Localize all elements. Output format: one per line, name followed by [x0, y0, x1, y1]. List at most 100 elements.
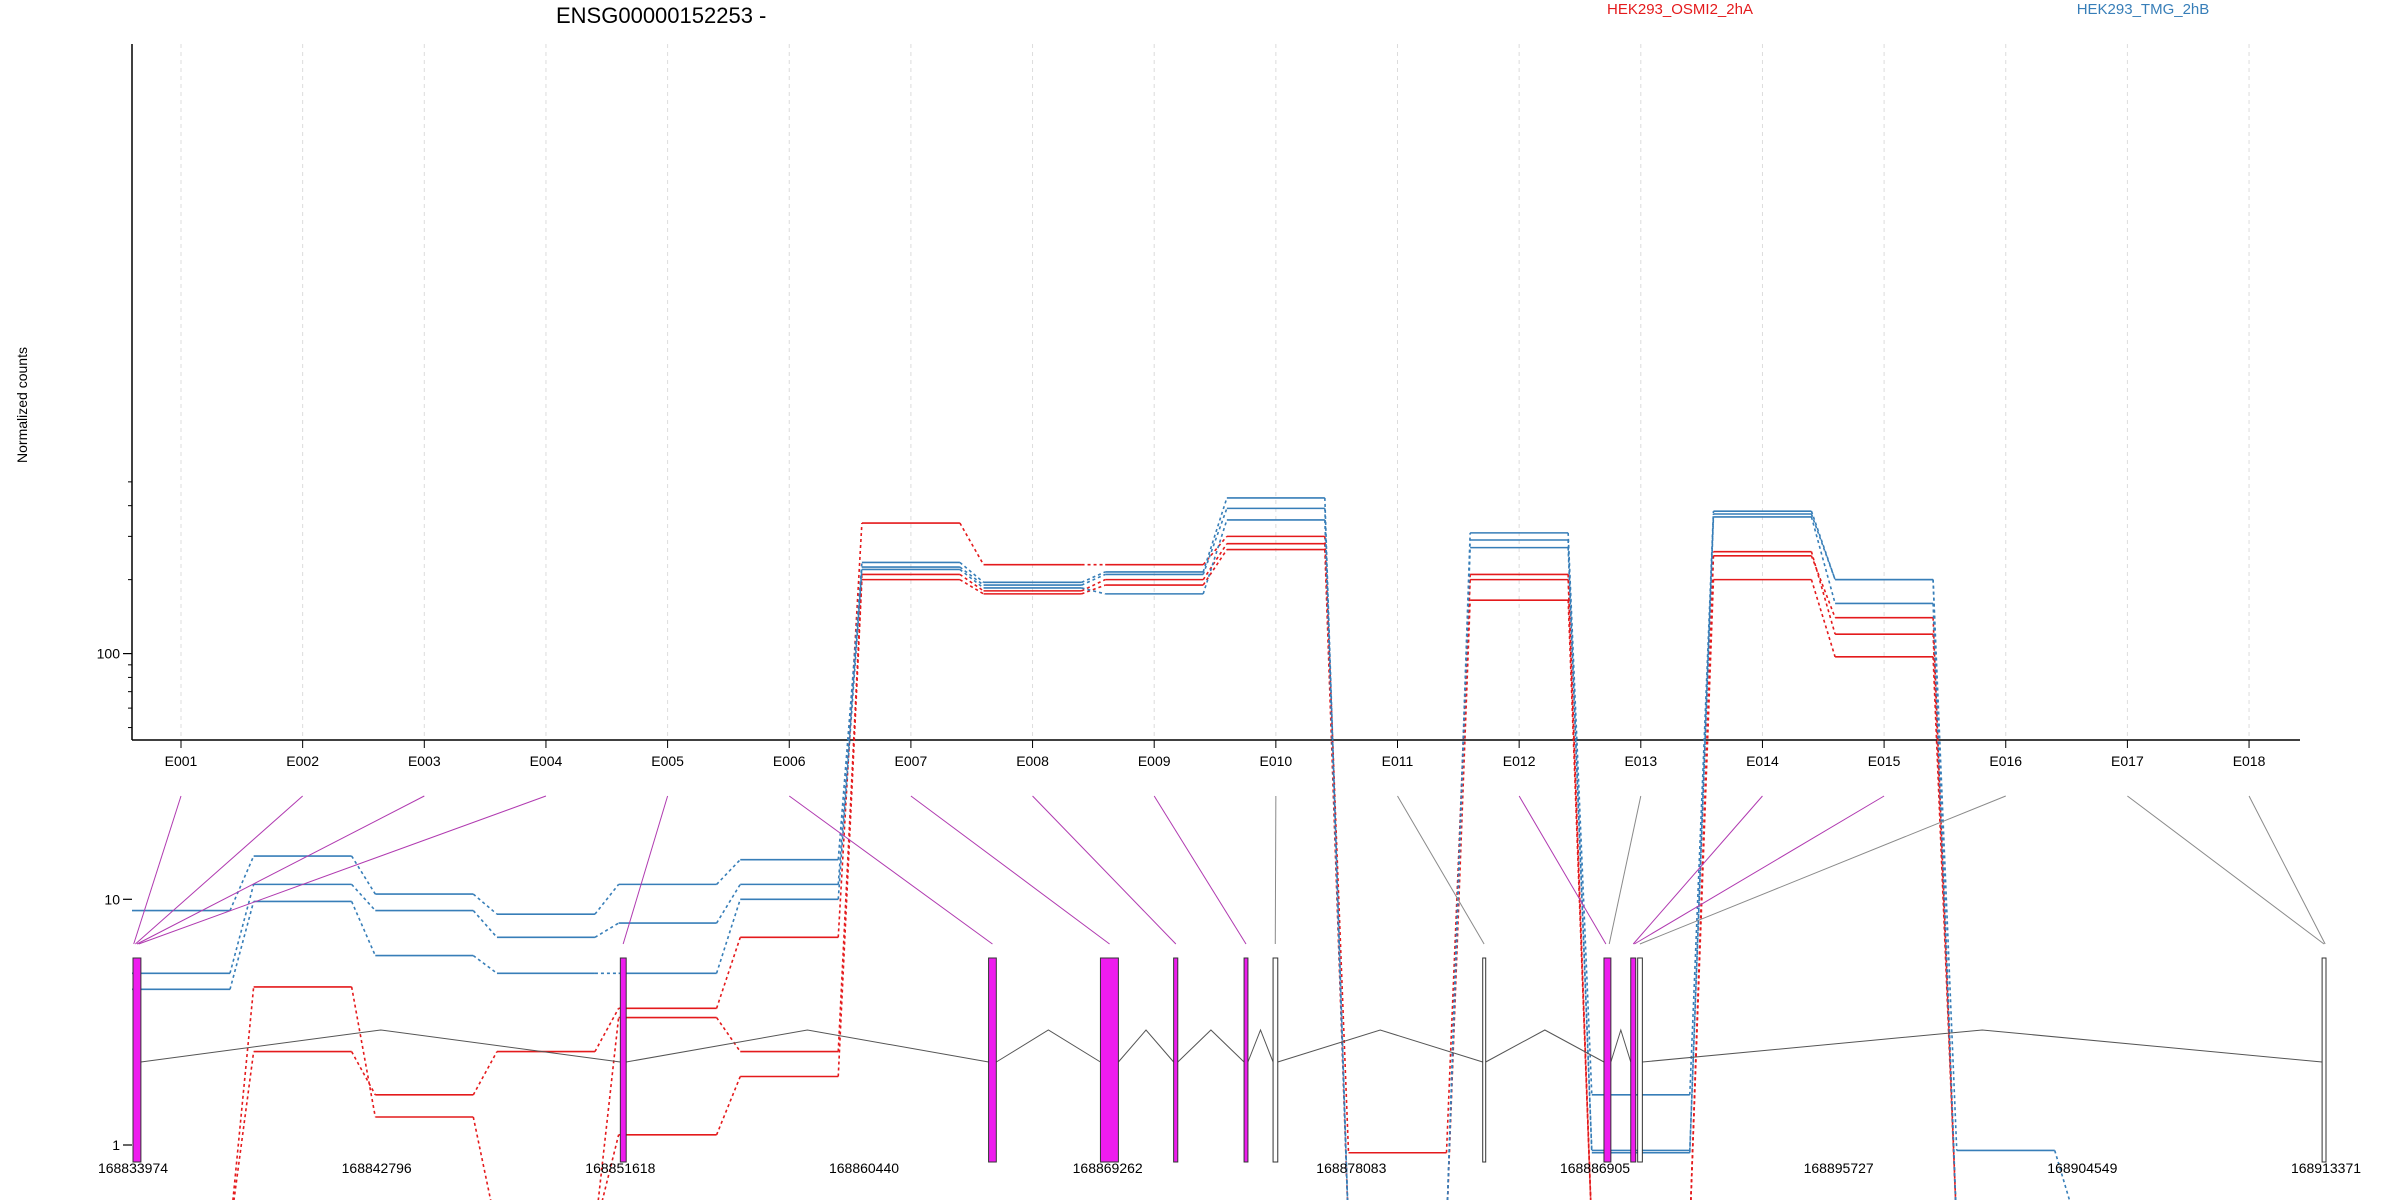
- series-3-connector: [1810, 510, 1836, 580]
- intron: [140, 1029, 621, 1063]
- series-1-connector: [837, 574, 863, 1052]
- exon-10: [1630, 957, 1637, 1163]
- coordinate-label: 168860440: [829, 1160, 899, 1176]
- series-0-connector: [350, 1051, 377, 1096]
- series-4-connector: [472, 910, 498, 938]
- series-1-connector: [1081, 578, 1106, 592]
- series-3-connector: [1567, 532, 1593, 1095]
- series-4-connector: [715, 883, 741, 924]
- series-4-connector: [229, 884, 255, 974]
- series-0-connector: [472, 1051, 498, 1096]
- coordinate-label: 168913371: [2291, 1160, 2361, 1176]
- series-5-connector: [350, 901, 377, 956]
- series-1-connector: [472, 1116, 492, 1200]
- gene-model: [132, 957, 2327, 1163]
- connector-e017: [2127, 795, 2325, 945]
- x-tick-label-e002: E002: [286, 753, 319, 769]
- series-0: [233, 522, 1957, 1200]
- exon-12: [2321, 957, 2327, 1163]
- series-0-connector: [1932, 617, 1957, 1200]
- series-4-connector: [837, 567, 863, 885]
- x-tick-label-e013: E013: [1624, 753, 1657, 769]
- series-4-connector: [594, 922, 620, 939]
- exon-4: [1099, 957, 1119, 1163]
- x-tick-label-e018: E018: [2233, 753, 2266, 769]
- series-3-connector: [1932, 579, 1958, 1151]
- series-3-connector: [1446, 532, 1471, 1200]
- series-1-connector: [232, 986, 255, 1200]
- series-1-connector: [350, 986, 377, 1118]
- y-axis-label: Normalized counts: [14, 347, 30, 463]
- x-tick-label-e016: E016: [1989, 753, 2022, 769]
- x-tick-label-e007: E007: [895, 753, 928, 769]
- x-tick-label-e009: E009: [1138, 753, 1171, 769]
- series-1-connector: [1690, 551, 1715, 1200]
- x-tick-label-e008: E008: [1016, 753, 1049, 769]
- series-1-connector: [959, 573, 985, 592]
- connector-e014: [1632, 795, 1763, 945]
- chart-title: ENSG00000152253 -: [556, 3, 766, 28]
- series-5-connector: [1324, 519, 1349, 1200]
- series-0-connector: [1810, 555, 1836, 618]
- series-5-connector: [1932, 603, 1957, 1200]
- series-2-connector: [837, 579, 863, 1077]
- series-4-connector: [1932, 579, 1957, 1200]
- series-0-connector: [594, 1007, 620, 1052]
- series-3-connector: [959, 561, 985, 583]
- coordinate-label: 168878083: [1316, 1160, 1386, 1176]
- connector-e013: [1608, 795, 1642, 945]
- coordinate-label: 168851618: [585, 1160, 655, 1176]
- connector-e006: [788, 795, 993, 945]
- series-3-connector: [716, 859, 741, 885]
- connector-e015: [1634, 795, 1885, 945]
- intron: [1247, 1028, 1274, 1063]
- intron: [1177, 1029, 1245, 1063]
- x-tick-label-e010: E010: [1259, 753, 1292, 769]
- intron: [1485, 1029, 1605, 1063]
- connector-e009: [1153, 795, 1247, 945]
- series-5-connector: [959, 568, 985, 589]
- coordinate-label: 168886905: [1560, 1160, 1630, 1176]
- connector-e007: [910, 795, 1110, 945]
- series-3-connector: [472, 893, 498, 915]
- series-5-connector: [1567, 547, 1593, 1153]
- exon-2: [619, 957, 627, 1163]
- series-1: [232, 542, 1957, 1200]
- series-1-connector: [1567, 579, 1592, 1200]
- exon-3: [988, 957, 997, 1163]
- exon-1: [132, 957, 142, 1163]
- exon-7: [1272, 957, 1279, 1163]
- x-axis: E001 E002 E003 E004 E005 E006 E007 E008 E009 E010…: [132, 739, 2300, 769]
- series-5-connector: [837, 569, 863, 900]
- intron: [1642, 1029, 2323, 1063]
- series-2: [601, 548, 1957, 1200]
- connector-e018: [2248, 795, 2326, 945]
- series-2-connector: [959, 578, 984, 595]
- series-5-connector: [1810, 516, 1836, 604]
- series-3-connector: [2053, 1150, 2071, 1200]
- x-tick-label-e012: E012: [1503, 753, 1536, 769]
- y-tick-label: 10: [104, 891, 120, 907]
- series-2-connector: [715, 1076, 741, 1136]
- legend-item-tmg: HEK293_TMG_2hB: [2077, 1, 2210, 18]
- series-2-connector: [1081, 584, 1106, 595]
- coordinate-label: 168904549: [2047, 1160, 2117, 1176]
- series-2-connector: [1690, 579, 1715, 1200]
- series-layer: [132, 497, 2071, 1200]
- connector-e004: [138, 795, 547, 945]
- x-tick-label-e011: E011: [1382, 753, 1414, 769]
- x-tick-label-e017: E017: [2111, 753, 2144, 769]
- connector-e001: [133, 795, 182, 945]
- series-3-connector: [350, 855, 376, 895]
- exon-9: [1603, 957, 1612, 1163]
- intron: [1118, 1029, 1175, 1063]
- x-tick-label-e004: E004: [530, 753, 563, 769]
- x-gridlines: [180, 44, 2250, 740]
- series-4-connector: [959, 566, 985, 586]
- series-1-connector: [1810, 551, 1836, 635]
- connector-e008: [1032, 795, 1177, 945]
- exon-connectors: [133, 795, 2326, 945]
- connector-e010: [1274, 795, 1277, 945]
- series-0-connector: [1324, 536, 1350, 1153]
- series-4-connector: [1081, 573, 1106, 586]
